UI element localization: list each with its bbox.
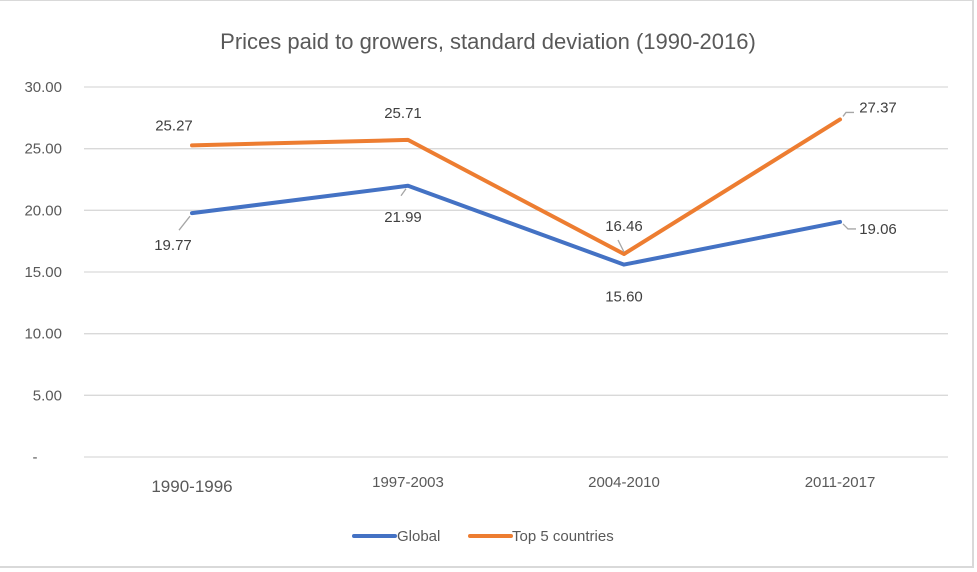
leader-line [842, 111, 854, 117]
y-tick-label: 25.00 [24, 141, 62, 158]
chart-title: Prices paid to growers, standard deviati… [220, 29, 756, 54]
x-tick-label: 1997-2003 [372, 474, 444, 491]
x-tick-label: 2004-2010 [588, 474, 660, 491]
x-tick-label: 1990-1996 [151, 477, 232, 496]
y-tick-label: 15.00 [24, 264, 62, 281]
series-lines [190, 117, 842, 267]
series-line-global [190, 183, 842, 267]
data-labels: 19.77 21.99 15.60 19.06 25.27 25.71 16.46 27.37 [154, 99, 897, 305]
y-tick-label: 20.00 [24, 202, 62, 219]
legend-label-global: Global [397, 528, 440, 545]
data-label: 19.77 [154, 237, 192, 254]
data-label: 19.06 [859, 221, 897, 238]
y-axis-ticks: - 5.00 10.00 15.00 20.00 25.00 30.00 [24, 79, 62, 466]
series-line-top5 [190, 117, 842, 256]
y-tick-label: 5.00 [33, 387, 62, 404]
legend: Global Top 5 countries [352, 528, 614, 545]
data-label: 27.37 [859, 99, 897, 116]
leader-line [400, 188, 407, 197]
data-label: 25.27 [155, 117, 193, 134]
y-tick-label: - [33, 449, 38, 466]
gridlines [84, 86, 948, 458]
data-label: 15.60 [605, 289, 643, 306]
data-label: 21.99 [384, 209, 422, 226]
data-label: 25.71 [384, 105, 422, 122]
x-tick-label: 2011-2017 [805, 474, 876, 491]
y-tick-label: 10.00 [24, 326, 62, 343]
legend-label-top5: Top 5 countries [512, 528, 614, 545]
x-axis-ticks: 1990-1996 1997-2003 2004-2010 2011-2017 [151, 474, 875, 496]
leader-line [842, 223, 856, 230]
leader-line [617, 239, 625, 253]
y-tick-label: 30.00 [24, 79, 62, 96]
leader-line [178, 215, 191, 231]
data-label: 16.46 [605, 218, 643, 235]
